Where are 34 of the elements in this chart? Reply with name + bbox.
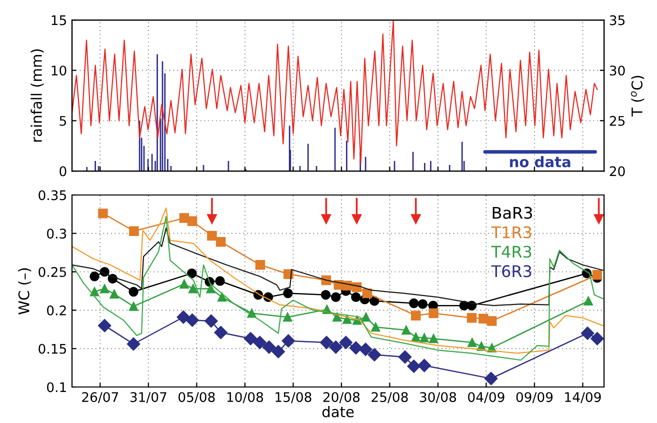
text: BaR3 bbox=[492, 206, 532, 219]
x-tick-label: 30/08 bbox=[420, 392, 456, 404]
text: T6R3 bbox=[491, 265, 532, 278]
y-axis-title: WC (–) bbox=[18, 268, 32, 314]
text: T4R3 bbox=[491, 246, 532, 258]
x-tick-label: 31/07 bbox=[130, 392, 166, 404]
y-tick-label: 0.25 bbox=[38, 267, 66, 278]
x-tick-label: 09/09 bbox=[516, 392, 553, 404]
x-axis-title: date bbox=[322, 406, 354, 418]
y2-tick-label: 25 bbox=[610, 116, 625, 126]
y2-tick-label: 30 bbox=[610, 66, 625, 76]
x-tick-label: 14/09 bbox=[565, 392, 601, 404]
y-tick-label: 0.1 bbox=[47, 382, 66, 392]
y-axis-title: rainfall (mm) bbox=[30, 49, 44, 142]
y-tick-label: 10 bbox=[52, 66, 66, 76]
y2-tick-label: 20 bbox=[610, 166, 625, 176]
y2-tick-label: 35 bbox=[610, 15, 625, 26]
y-tick-label: 0.35 bbox=[38, 190, 66, 200]
y-tick-label: 0.2 bbox=[47, 305, 66, 316]
x-tick-label: 20/08 bbox=[323, 392, 360, 404]
x-tick-label: 15/08 bbox=[276, 392, 312, 404]
y-tick-label: 0.15 bbox=[38, 344, 66, 354]
x-tick-label: 26/07 bbox=[82, 392, 118, 404]
x-tick-label: 25/08 bbox=[372, 392, 408, 404]
y-tick-label: 5 bbox=[60, 116, 66, 126]
text: T1R3 bbox=[491, 226, 532, 238]
annotation: no data bbox=[510, 156, 570, 168]
x-tick-label: 05/08 bbox=[178, 392, 215, 404]
x-tick-label: 10/08 bbox=[227, 392, 264, 404]
x-tick-label: 04/09 bbox=[468, 392, 504, 404]
y2-axis-title: T ($^{o}$C) bbox=[630, 76, 644, 117]
y-tick-label: 0 bbox=[60, 166, 66, 176]
y-tick-label: 15 bbox=[52, 15, 66, 26]
y-tick-label: 0.3 bbox=[47, 228, 66, 239]
